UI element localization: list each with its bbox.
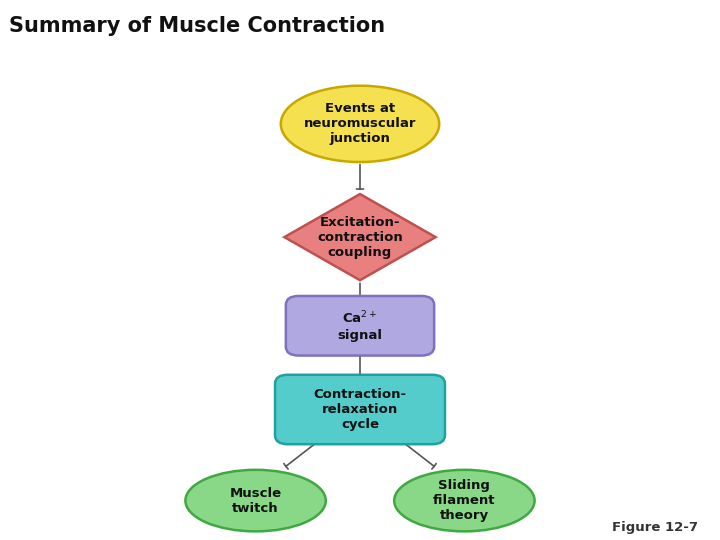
Ellipse shape — [281, 86, 439, 162]
Ellipse shape — [395, 470, 534, 531]
Text: Ca$^{2+}$
signal: Ca$^{2+}$ signal — [338, 310, 382, 342]
Text: Summary of Muscle Contraction: Summary of Muscle Contraction — [9, 16, 384, 36]
Polygon shape — [284, 194, 436, 280]
FancyBboxPatch shape — [275, 375, 445, 444]
Text: Excitation-
contraction
coupling: Excitation- contraction coupling — [317, 215, 403, 259]
Text: Figure 12-7: Figure 12-7 — [613, 521, 698, 534]
Text: Events at
neuromuscular
junction: Events at neuromuscular junction — [304, 103, 416, 145]
Text: Sliding
filament
theory: Sliding filament theory — [433, 479, 495, 522]
Text: Muscle
twitch: Muscle twitch — [230, 487, 282, 515]
Text: Contraction-
relaxation
cycle: Contraction- relaxation cycle — [313, 388, 407, 431]
FancyBboxPatch shape — [286, 296, 434, 355]
Ellipse shape — [185, 470, 325, 531]
